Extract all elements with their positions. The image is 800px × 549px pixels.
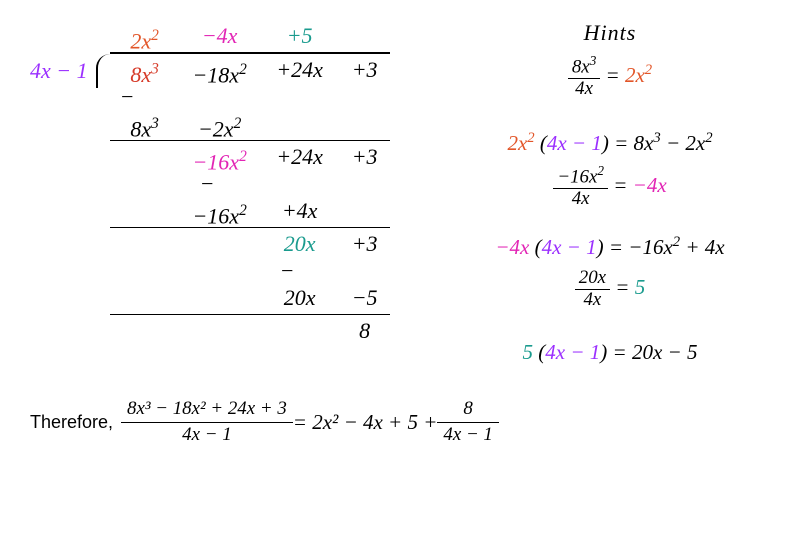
dividend-row: 8x3 −18x2 +24x +3: [110, 54, 390, 86]
rem1-row: −16x2 +24x +3: [110, 141, 390, 173]
hints-heading: Hints: [450, 20, 770, 46]
step2-row: −16x2 +4x: [110, 195, 390, 228]
hint-6: 5 (4x − 1) = 20x − 5: [450, 340, 770, 365]
hint-5: 20x4x = 5: [450, 268, 770, 311]
hint-3: −16x24x = −4x: [450, 164, 770, 210]
step1-row: 8x3 −2x2: [110, 108, 390, 141]
hint-4: −4x (4x − 1) = −16x2 + 4x: [450, 234, 770, 260]
rem2-row: 20x +3: [110, 228, 390, 260]
quotient-row: 2x2 −4x +5: [110, 20, 390, 54]
step3-row: 20x −5: [110, 282, 390, 315]
divisor: 4x − 1: [30, 20, 96, 84]
hint-1: 8x34x = 2x2: [450, 54, 770, 100]
rem3-row: 8: [110, 315, 390, 347]
minus-3: −: [110, 260, 390, 282]
hint-2: 2x2 (4x − 1) = 8x3 − 2x2: [450, 130, 770, 156]
conclusion: Therefore, 8x³ − 18x² + 24x + 34x − 1 = …: [30, 397, 770, 448]
long-division: 2x2 −4x +5 8x3 −18x2 +24x +3 − 8x3 −2x2: [96, 20, 390, 347]
